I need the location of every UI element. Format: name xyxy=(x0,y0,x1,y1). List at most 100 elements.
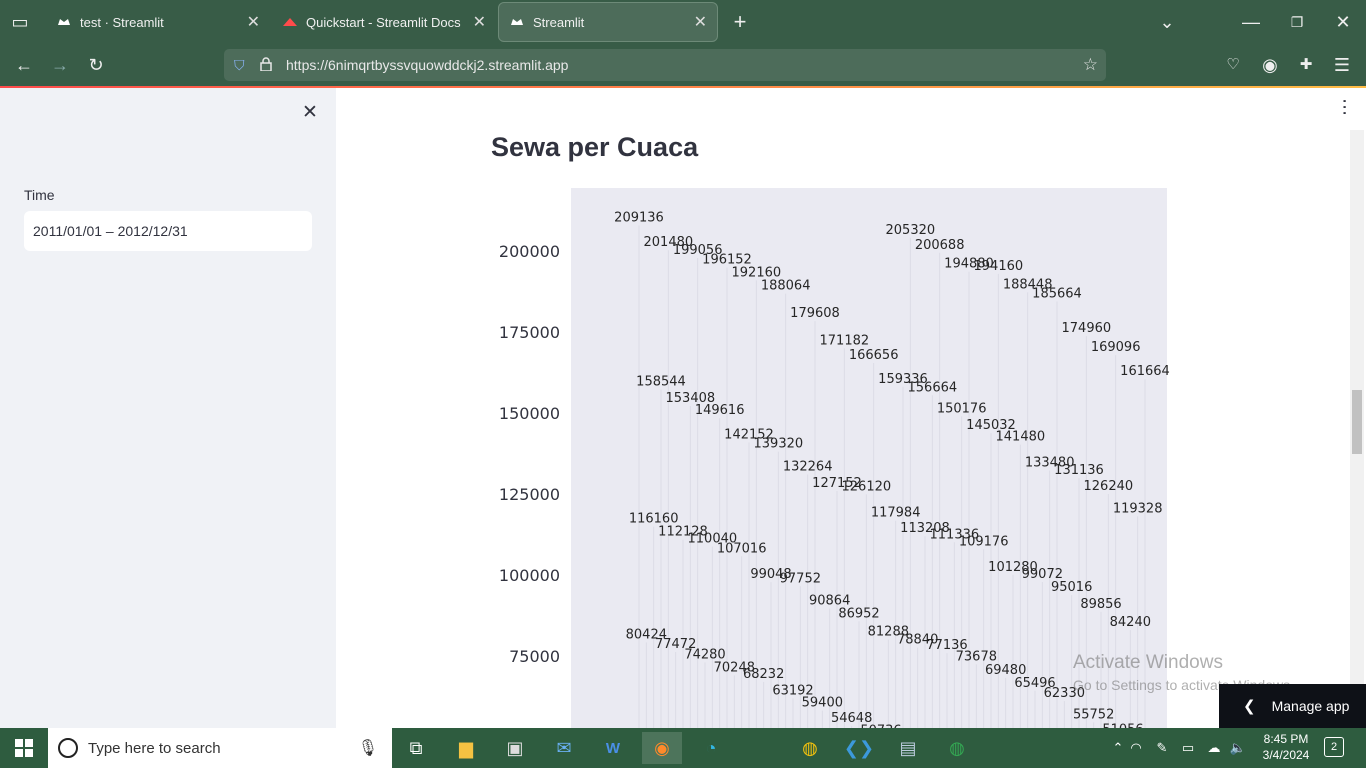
y-tick-label: 200000 xyxy=(499,242,560,261)
tab-test-streamlit[interactable]: test · Streamlit ✕ xyxy=(44,2,270,42)
data-label: 141480 xyxy=(996,430,1046,445)
page-title: Sewa per Cuaca xyxy=(491,132,699,162)
data-label: 205320 xyxy=(886,223,936,238)
data-label: 101280 xyxy=(988,560,1038,575)
app-menu-icon[interactable]: ⋯ xyxy=(1335,98,1355,116)
sidebar: ✕ Time 2011/01/01 – 2012/12/31 xyxy=(0,88,336,728)
battery-icon[interactable]: ▭ xyxy=(1181,740,1195,755)
reload-icon[interactable]: ↻ xyxy=(88,55,104,75)
new-tab-icon[interactable]: + xyxy=(733,9,747,34)
data-label: 77136 xyxy=(926,638,967,653)
clock[interactable]: 8:45 PM 3/4/2024 xyxy=(1254,731,1318,763)
time-date-input[interactable]: 2011/01/01 – 2012/12/31 xyxy=(24,211,312,251)
pocket-icon[interactable]: ♡ xyxy=(1226,56,1240,73)
chrome-icon[interactable]: ◍ xyxy=(802,737,818,758)
time-value: 2011/01/01 – 2012/12/31 xyxy=(33,223,188,239)
clock-time: 8:45 PM xyxy=(1263,732,1309,746)
scrollbar[interactable] xyxy=(1350,130,1364,728)
firefox-icon[interactable]: ◉ xyxy=(642,732,682,764)
windows-start-icon[interactable] xyxy=(4,732,44,764)
close-window-icon[interactable]: ✕ xyxy=(1335,12,1351,32)
data-label: 84240 xyxy=(1110,615,1151,630)
data-label: 159336 xyxy=(878,372,928,387)
data-label: 70248 xyxy=(714,660,755,675)
edge-icon[interactable]: ◔ xyxy=(705,737,717,758)
tab-title: test · Streamlit xyxy=(80,14,164,30)
tab-close-icon[interactable]: ✕ xyxy=(693,14,707,31)
url-bar[interactable]: ⛉ https://6nimqrtbyssvquowddckj2.streaml… xyxy=(224,49,1106,81)
scrollbar-thumb[interactable] xyxy=(1352,390,1362,454)
rental-chart: 200000 175000 150000 125000 100000 75000 2091… xyxy=(499,188,1170,728)
data-label: 107016 xyxy=(717,541,767,556)
data-label: 149616 xyxy=(695,403,745,418)
sidebar-close-icon[interactable]: ✕ xyxy=(302,102,318,123)
data-label: 74280 xyxy=(684,647,725,662)
activate-windows-title: Activate Windows xyxy=(1073,652,1223,673)
taskbar-search-box[interactable]: Type here to search 🎙 xyxy=(48,728,392,768)
data-label: 77472 xyxy=(655,637,696,652)
data-label: 200688 xyxy=(915,238,965,253)
tab-streamlit-active[interactable]: Streamlit ✕ xyxy=(498,2,718,42)
data-label: 111336 xyxy=(930,527,980,542)
data-label: 55752 xyxy=(1073,707,1114,722)
data-label: 110040 xyxy=(688,531,738,546)
data-label: 69480 xyxy=(985,663,1026,678)
data-label: 161664 xyxy=(1120,364,1170,379)
bookmark-star-icon[interactable]: ☆ xyxy=(1082,55,1098,74)
data-label: 188448 xyxy=(1003,277,1053,292)
data-label: 132264 xyxy=(783,459,833,474)
main-content: ⋯ Sewa per Cuaca 200000 175000 150000 12500… xyxy=(336,88,1366,728)
notification-count: 2 xyxy=(1330,741,1338,753)
vscode-icon[interactable]: ❮❯ xyxy=(843,737,875,758)
cloud-icon[interactable]: ☁ xyxy=(1207,740,1221,755)
tab-title: Quickstart - Streamlit Docs xyxy=(306,14,461,30)
data-label: 194160 xyxy=(974,259,1024,274)
word-icon[interactable]: W xyxy=(605,739,621,757)
data-label: 201480 xyxy=(644,235,694,250)
data-label: 109176 xyxy=(959,534,1009,549)
notification-center-icon[interactable]: 2 xyxy=(1324,737,1344,757)
search-placeholder: Type here to search xyxy=(88,739,221,757)
restore-icon[interactable]: ❐ xyxy=(1290,14,1304,30)
y-tick-label: 100000 xyxy=(499,566,560,585)
data-label: 59400 xyxy=(802,696,843,711)
account-icon[interactable]: ◉ xyxy=(1262,55,1278,75)
tab-close-icon[interactable]: ✕ xyxy=(472,14,486,31)
data-label: 194880 xyxy=(944,257,994,272)
streamlit-crown-icon xyxy=(509,14,525,30)
task-view-icon[interactable]: ⧉ xyxy=(409,737,423,758)
data-label: 63192 xyxy=(772,683,813,698)
network-icon[interactable]: ◠ xyxy=(1130,740,1142,755)
back-icon[interactable]: ← xyxy=(15,55,33,75)
tab-quickstart-docs[interactable]: Quickstart - Streamlit Docs ✕ xyxy=(270,2,496,42)
data-label: 68232 xyxy=(743,667,784,682)
tab-overview-icon[interactable]: ▭ xyxy=(11,12,29,32)
pen-icon[interactable]: ✎ xyxy=(1156,740,1168,755)
data-label: 117984 xyxy=(871,506,921,521)
tray-chevron-icon[interactable]: ⌃ xyxy=(1112,740,1124,755)
data-label: 99072 xyxy=(1022,567,1063,582)
store-icon[interactable]: ▣ xyxy=(506,737,524,758)
notepad-icon[interactable]: ▤ xyxy=(899,737,917,758)
data-label: 65496 xyxy=(1014,676,1055,691)
minimize-icon[interactable]: — xyxy=(1242,12,1260,32)
manage-app-button[interactable]: ❮ Manage app xyxy=(1219,684,1366,728)
lock-icon xyxy=(260,56,272,74)
data-label: 127152 xyxy=(812,476,862,491)
tab-close-icon[interactable]: ✕ xyxy=(246,14,260,31)
data-label: 80424 xyxy=(626,627,667,642)
url-text: https://6nimqrtbyssvquowddckj2.streamlit… xyxy=(286,57,569,73)
mail-icon[interactable]: ✉ xyxy=(556,737,572,758)
file-explorer-icon[interactable]: ▆ xyxy=(459,737,473,758)
microphone-icon[interactable]: 🎙 xyxy=(357,740,378,757)
forward-icon[interactable]: → xyxy=(51,55,69,75)
data-label: 196152 xyxy=(702,252,752,267)
chrome-profile-icon[interactable]: ◍ xyxy=(949,737,965,758)
extensions-icon[interactable]: ✚ xyxy=(1299,56,1313,73)
y-tick-label: 175000 xyxy=(499,323,560,342)
data-label: 54648 xyxy=(831,711,872,726)
menu-icon[interactable]: ☰ xyxy=(1333,55,1351,75)
data-label: 81288 xyxy=(868,625,909,640)
volume-icon[interactable]: 🔈 xyxy=(1229,740,1247,755)
tab-list-chevron-icon[interactable]: ⌄ xyxy=(1159,12,1175,32)
